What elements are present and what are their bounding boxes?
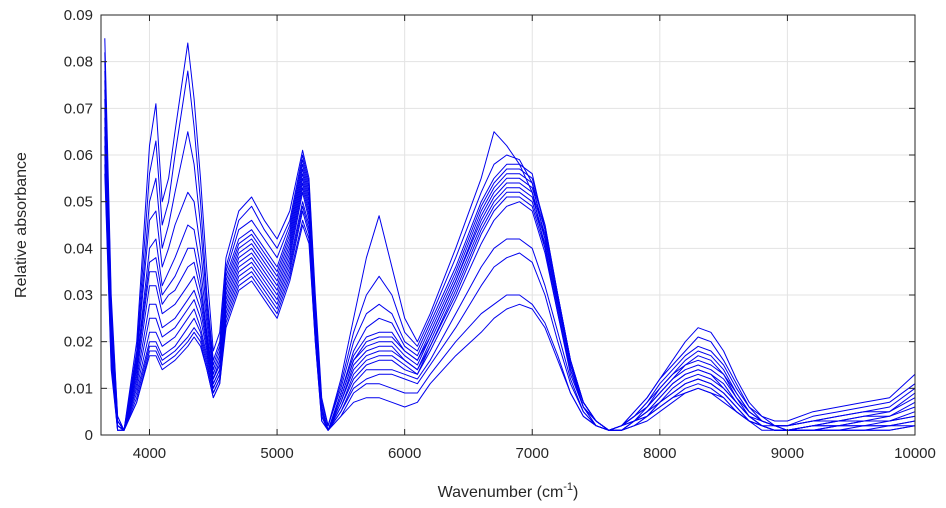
spectrum-line-13 xyxy=(104,154,915,431)
y-tick-label: 0.05 xyxy=(64,194,93,211)
y-tick-label: 0 xyxy=(85,427,93,444)
y-axis-label: Relative absorbance xyxy=(13,152,30,298)
y-axis: 0 0.01 0.02 0.03 0.04 0.05 0.06 0.07 0.08 0.09 xyxy=(64,7,915,444)
y-tick-label: 0.04 xyxy=(64,240,93,257)
x-tick-label: 8000 xyxy=(643,445,676,462)
spectrum-line-9 xyxy=(104,117,916,431)
spectrum-line-14 xyxy=(104,164,916,431)
x-tick-label: 7000 xyxy=(516,445,549,462)
y-tick-label: 0.08 xyxy=(64,54,93,71)
x-tick-label: 4000 xyxy=(133,445,166,462)
x-tick-label: 10000 xyxy=(894,445,936,462)
spectrum-line-6 xyxy=(104,89,916,431)
spectrum-line-3 xyxy=(104,61,916,431)
spectrum-line-10 xyxy=(104,126,916,431)
series-group xyxy=(104,38,916,431)
spectrum-line-15 xyxy=(104,173,916,431)
y-tick-label: 0.07 xyxy=(64,100,93,117)
spectrum-line-2 xyxy=(104,52,916,431)
y-tick-label: 0.06 xyxy=(64,147,93,164)
x-axis-label-main: Wavenumber (cm xyxy=(438,484,564,501)
y-tick-label: 0.03 xyxy=(64,287,93,304)
grid xyxy=(101,14,916,436)
x-tick-label: 5000 xyxy=(260,445,293,462)
x-tick-label: 9000 xyxy=(771,445,804,462)
x-axis: 4000 5000 6000 7000 8000 9000 10000 xyxy=(133,15,936,462)
plot-frame xyxy=(100,14,916,436)
y-tick-label: 0.09 xyxy=(64,7,93,24)
y-tick-label: 0.01 xyxy=(64,380,93,397)
x-axis-label-superscript: -1 xyxy=(563,481,573,493)
spectrum-line-1 xyxy=(104,38,916,431)
y-tick-label: 0.02 xyxy=(64,334,93,351)
spectrum-line-4 xyxy=(104,70,916,431)
x-axis-label-tail: ) xyxy=(573,484,578,501)
spectrum-line-12 xyxy=(104,145,916,431)
spectrum-line-7 xyxy=(104,98,916,431)
x-axis-label: Wavenumber (cm-1) xyxy=(438,481,579,501)
x-tick-label: 6000 xyxy=(388,445,421,462)
